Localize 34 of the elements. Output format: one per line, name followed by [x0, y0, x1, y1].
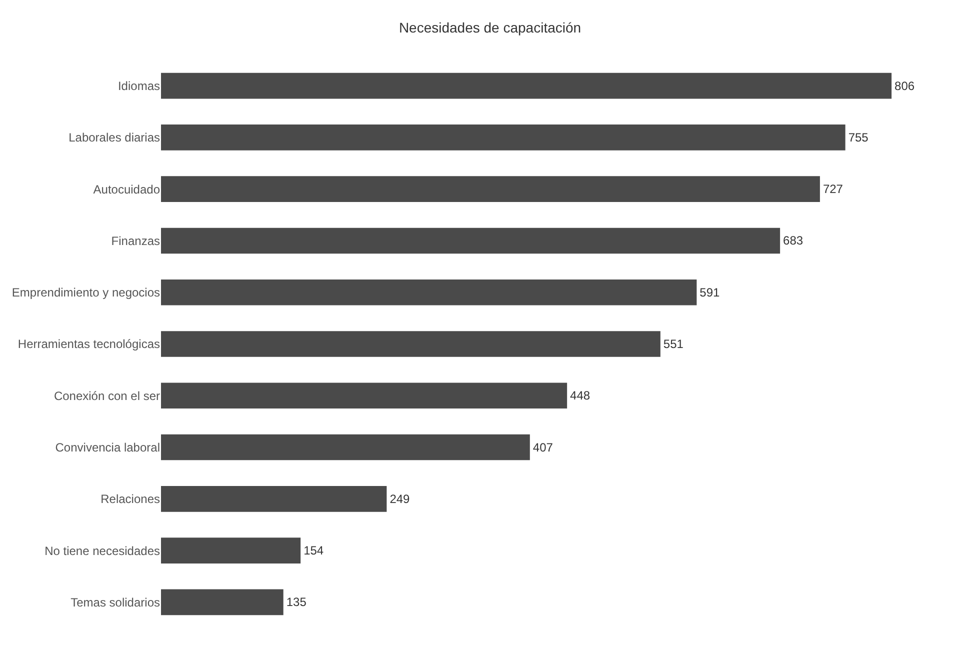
data-label: 249 [390, 492, 410, 506]
bar [161, 176, 820, 202]
y-tick-label: Emprendimiento y negocios [12, 286, 160, 300]
y-tick-label: Laborales diarias [68, 130, 160, 145]
data-label: 448 [570, 388, 590, 403]
bar [161, 538, 301, 564]
y-tick-label: Convivencia laboral [55, 440, 160, 454]
data-label: 551 [663, 337, 684, 351]
y-tick-label: Autocuidado [93, 182, 160, 196]
data-label: 591 [700, 285, 720, 300]
bar [161, 486, 387, 512]
bar [161, 331, 660, 357]
data-label: 727 [822, 182, 844, 196]
y-tick-label: Relaciones [100, 492, 160, 506]
bar [161, 228, 780, 254]
y-tick-label: Herramientas tecnológicas [18, 337, 160, 352]
bar [161, 382, 568, 409]
y-tick-label: Finanzas [111, 234, 160, 248]
chart-title: Necesidades de capacitación [398, 19, 582, 36]
y-tick-label: Idiomas [118, 79, 160, 94]
data-label: 154 [304, 544, 324, 558]
data-label: 135 [286, 595, 307, 610]
bar [161, 279, 697, 306]
data-label: 755 [848, 130, 869, 144]
data-label: 407 [532, 440, 554, 454]
y-tick-label: Conexión con el ser [54, 388, 160, 403]
bar [161, 124, 846, 150]
y-tick-label: No tiene necesidades [44, 544, 160, 558]
data-label: 683 [783, 234, 804, 248]
bar [161, 589, 284, 616]
data-label: 806 [894, 78, 915, 93]
bar [161, 434, 530, 460]
y-tick-label: Temas solidarios [70, 595, 160, 610]
bar [161, 72, 892, 99]
